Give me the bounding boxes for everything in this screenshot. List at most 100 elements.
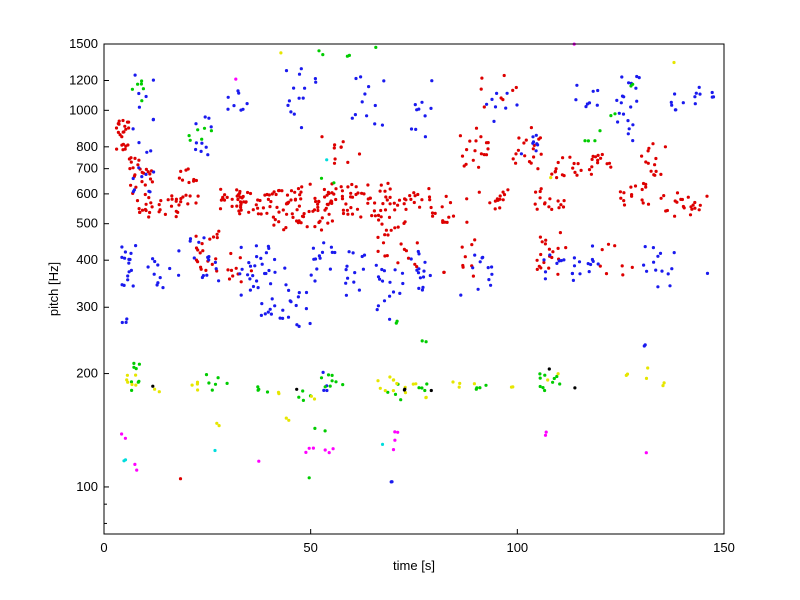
data-point [188,239,192,243]
data-point [297,96,301,100]
data-point [550,207,554,211]
data-point [689,205,693,209]
data-point [388,375,392,379]
data-point [180,178,185,182]
data-point [380,267,384,272]
data-point [473,253,477,257]
data-point [246,273,250,277]
data-point [693,206,697,210]
data-point [541,386,545,390]
data-point [550,255,554,260]
data-point [404,249,408,253]
data-point [256,206,260,210]
data-point [327,191,331,196]
data-point [546,378,550,382]
data-point [153,259,157,264]
data-point [330,219,334,223]
data-point [313,279,317,283]
data-point [644,376,649,380]
data-point [595,103,599,107]
data-point [543,270,548,274]
data-point [389,228,393,232]
data-point [293,190,297,194]
data-point [124,127,128,131]
data-point [427,187,431,191]
data-point [519,152,524,156]
data-point [284,283,288,287]
data-point [295,323,299,327]
data-point [544,430,548,434]
data-point [388,317,392,321]
data-point [285,193,290,197]
data-point [328,267,332,271]
data-point [345,54,349,58]
data-point [320,135,324,139]
data-point [201,249,205,253]
data-point [468,139,472,143]
y-tick-label: 200 [76,366,98,381]
data-point [533,202,537,206]
data-point [486,141,490,145]
data-point [181,195,185,199]
data-point [495,197,499,201]
data-point [300,214,305,218]
data-point [640,198,644,202]
data-point [502,193,507,197]
data-point [340,197,345,201]
data-point [593,155,598,159]
data-point [395,319,399,323]
data-point [538,372,542,376]
data-point [538,384,542,389]
data-point [442,270,446,274]
data-point [330,250,334,254]
data-point [465,148,469,152]
data-point [178,477,183,481]
data-point [307,446,311,450]
data-point [135,468,139,472]
data-point [380,279,385,283]
data-point [196,194,200,198]
data-point [631,123,635,127]
data-point [620,75,624,79]
data-point [659,172,663,176]
data-point [217,279,221,283]
data-point [635,74,639,79]
data-point [378,189,382,193]
data-point [148,172,152,176]
data-point [578,272,582,276]
data-point [288,299,292,303]
data-point [333,250,337,255]
data-point [644,160,648,164]
data-point [661,384,665,388]
data-point [411,382,415,386]
data-point [282,228,286,232]
data-point [265,211,269,215]
data-point [271,215,275,219]
data-point [372,209,376,213]
data-point [591,154,595,158]
data-point [471,266,475,270]
data-point [148,177,153,181]
data-point [560,173,565,177]
data-point [451,380,455,384]
data-point [299,190,303,194]
data-point [301,398,305,402]
data-point [307,476,311,480]
data-point [464,162,468,166]
data-point [433,211,437,215]
data-point [414,382,418,386]
data-point [277,210,281,214]
data-point [319,376,324,380]
data-point [301,389,305,393]
data-point [121,142,125,146]
data-point [656,285,660,289]
data-point [195,380,200,384]
data-point [490,265,494,269]
data-point [344,202,348,206]
data-point [134,383,138,387]
data-point [501,190,505,194]
data-point [577,260,582,264]
data-point [613,112,617,116]
series-2 [129,45,635,480]
data-point [630,193,634,197]
